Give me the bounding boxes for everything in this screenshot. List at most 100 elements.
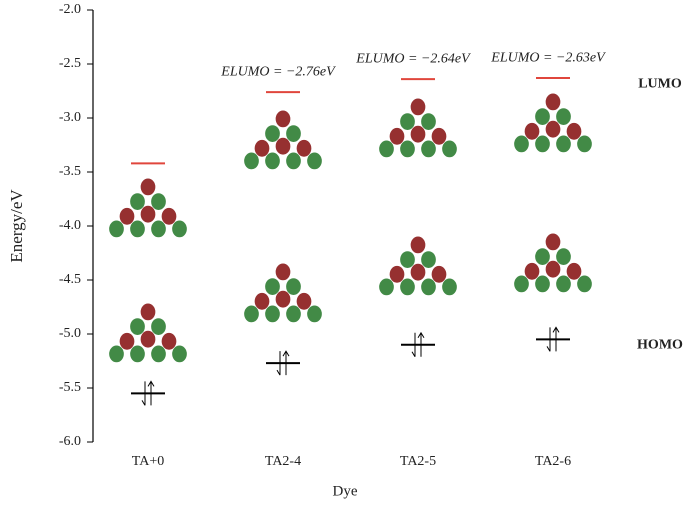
orbital-lobe (130, 318, 145, 335)
orbital-lobe (275, 290, 291, 308)
orbital-lobe (421, 251, 436, 268)
y-tick-label: -2.0 (59, 2, 81, 17)
value-label: ELUMO = −2.64eV (355, 51, 471, 66)
orbital-lobe (140, 303, 156, 321)
orbital-lobe (524, 122, 540, 140)
orbital-lobe (140, 178, 156, 196)
orbital-lobe (244, 152, 259, 170)
orbital-lobe (379, 140, 394, 158)
spin-arrow (546, 327, 551, 352)
y-tick-label: -3.5 (59, 164, 81, 179)
orbital-lobe (172, 345, 187, 363)
orbital-lobe (410, 236, 426, 254)
orbital-lobe (545, 233, 561, 251)
y-tick-label: -6.0 (59, 434, 81, 449)
orbital-lobe (109, 345, 124, 363)
orbital-lobe (275, 263, 291, 281)
y-tick-label: -3.0 (59, 110, 81, 125)
orbital-lobe (389, 127, 405, 145)
orbital-lobe (556, 108, 571, 125)
orbital-lobe (265, 278, 280, 295)
y-tick-label: -4.0 (59, 218, 81, 233)
orbital-lobe (524, 262, 540, 280)
y-tick-label: -5.5 (59, 380, 81, 395)
orbital-lobe (442, 140, 457, 158)
series-label: LUMO (638, 76, 682, 91)
orbital-lobe (161, 332, 177, 350)
orbital-lobe (545, 120, 561, 138)
orbital-lobe (577, 135, 592, 153)
orbital-lobe (275, 110, 291, 128)
spin-arrow (282, 350, 290, 376)
orbital-lobe (244, 305, 259, 323)
orbital-lobe (140, 330, 156, 348)
orbital-lobe (161, 207, 177, 225)
orbital-lobe (140, 205, 156, 223)
orbital-lobe (130, 345, 145, 363)
orbital-lobe (119, 332, 135, 350)
orbital-lobe (151, 345, 166, 363)
orbital-lobe (421, 113, 436, 130)
orbital-lobe (172, 220, 187, 238)
orbital-lobe (296, 292, 312, 310)
orbital-lobe (410, 263, 426, 281)
x-tick-label: TA2-4 (265, 454, 301, 469)
orbital-lobe (286, 152, 301, 170)
orbital-lobe (130, 193, 145, 211)
orbital-lobe (286, 278, 301, 295)
orbital-lobe (556, 275, 571, 293)
spin-arrow (276, 351, 281, 376)
orbital-lobe (151, 220, 166, 238)
orbital-lobe (556, 135, 571, 153)
orbital-lobe (566, 262, 582, 280)
value-label: ELUMO = −2.76eV (220, 64, 336, 79)
orbital-lobe (410, 125, 426, 143)
spin-arrow (141, 381, 146, 406)
value-label: ELUMO = −2.63eV (490, 50, 606, 65)
orbital-lobe (286, 305, 301, 323)
orbital-lobe (556, 248, 571, 265)
x-tick-label: TA+0 (132, 454, 164, 469)
orbital-lobe (379, 278, 394, 296)
orbital-lobe (577, 275, 592, 293)
spin-arrow (147, 380, 155, 406)
orbital-lobe (535, 108, 550, 125)
orbital-lobe (535, 248, 550, 265)
orbital-lobe (421, 140, 436, 158)
orbital-lobe (535, 275, 550, 293)
orbital-lobe (151, 193, 166, 211)
series-label: HOMO (637, 338, 683, 353)
orbital-lobe (265, 305, 280, 323)
orbital-lobe (514, 275, 529, 293)
orbital-lobe (307, 152, 322, 170)
orbital-lobe (400, 113, 415, 130)
orbital-lobe (545, 260, 561, 278)
orbital-lobe (431, 127, 447, 145)
orbital-lobe (400, 278, 415, 296)
orbital-lobe (514, 135, 529, 153)
orbital-lobe (442, 278, 457, 296)
orbital-lobe (109, 220, 124, 238)
orbital-lobe (265, 152, 280, 170)
x-tick-label: TA2-6 (535, 454, 571, 469)
orbital-lobe (535, 135, 550, 153)
orbital-lobe (130, 220, 145, 238)
orbital-lobe (410, 98, 426, 116)
y-axis-title: Energy/eV (7, 189, 26, 263)
spin-arrow (411, 332, 416, 358)
orbital-lobe (389, 265, 405, 283)
y-tick-label: -5.0 (59, 326, 81, 341)
y-tick-label: -4.5 (59, 272, 81, 287)
orbital-lobe (400, 251, 415, 268)
x-axis-title: Dye (333, 483, 358, 499)
orbital-lobe (286, 125, 301, 142)
x-tick-label: TA2-5 (400, 454, 436, 469)
spin-arrow (552, 326, 560, 352)
orbital-lobe (400, 140, 415, 158)
orbital-lobe (296, 139, 312, 157)
orbital-lobe (151, 318, 166, 335)
orbital-lobe (431, 265, 447, 283)
orbital-lobe (545, 93, 561, 111)
orbital-lobe (421, 278, 436, 296)
